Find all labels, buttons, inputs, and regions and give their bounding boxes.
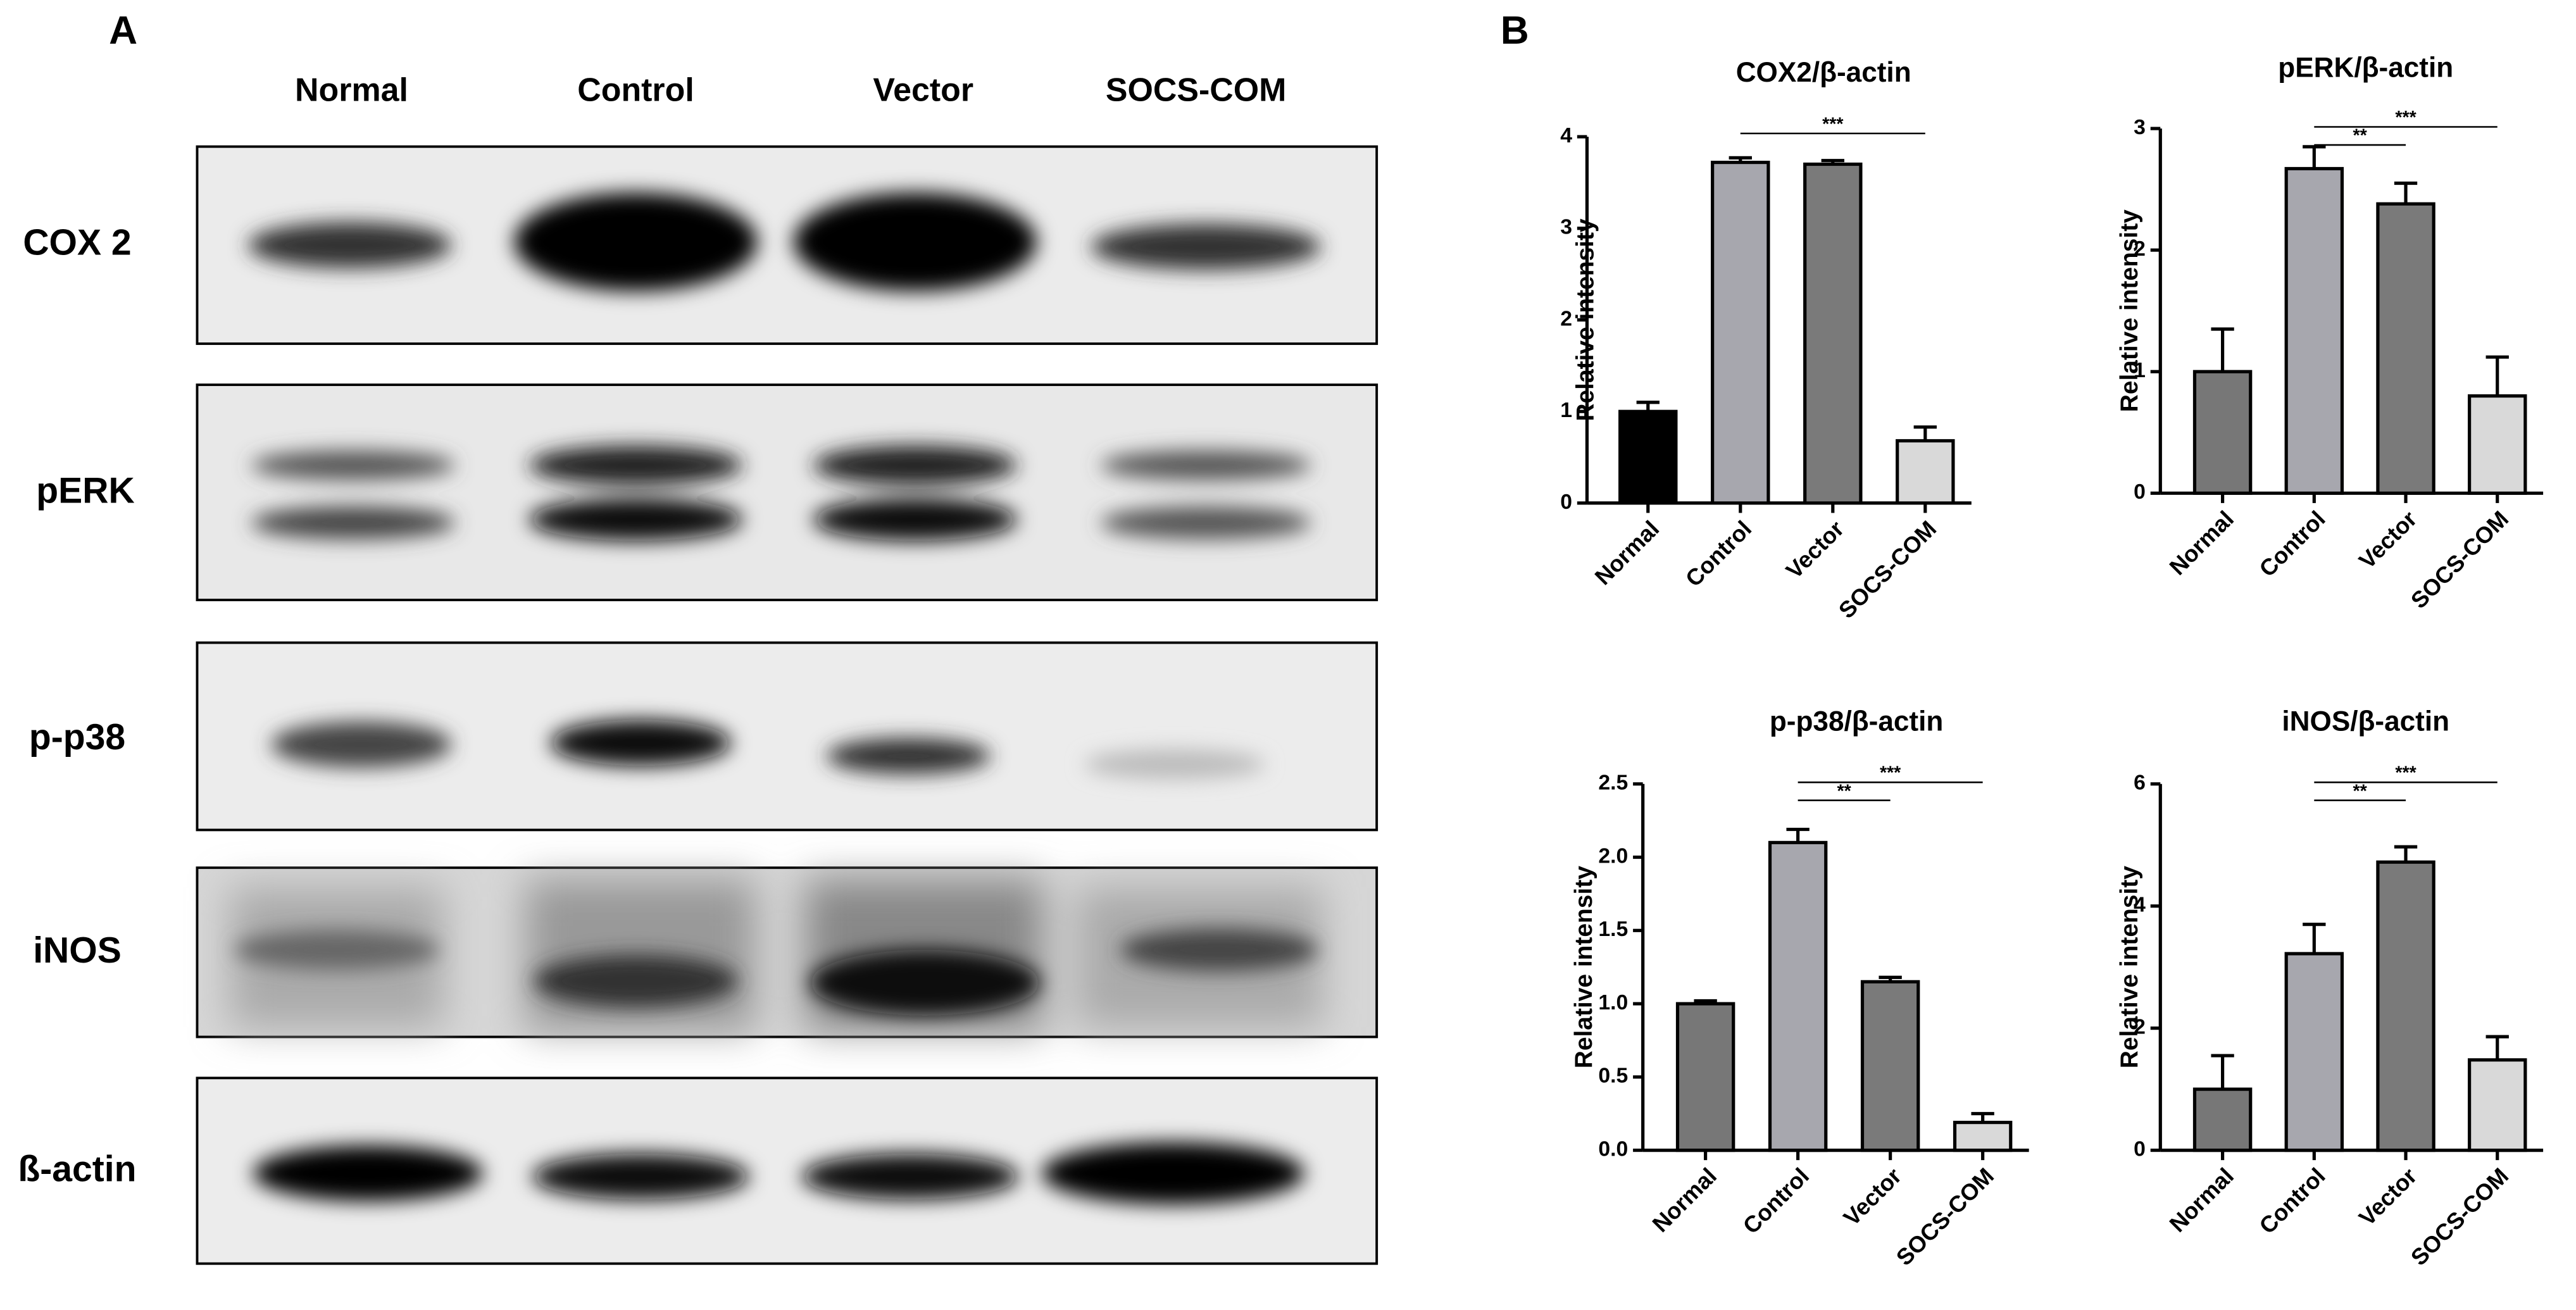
blot-label: COX 2 [23, 222, 131, 263]
bar [2192, 370, 2253, 495]
bar [1675, 1002, 1735, 1152]
y-tick-label: 3 [2134, 115, 2146, 139]
y-tick-label: 1 [1560, 398, 1572, 422]
bar [1953, 1121, 2013, 1152]
y-tick-label: 4 [2134, 893, 2146, 917]
y-tick-label: 1 [2134, 358, 2146, 382]
y-tick-label: 3 [1560, 215, 1572, 239]
chart-title: COX2/β-actin [1736, 57, 1911, 88]
lane-label: Control [577, 72, 694, 109]
bar [2376, 202, 2435, 495]
x-tick-label: Normal [1590, 516, 1665, 590]
x-tick-label: Vector [1781, 516, 1849, 584]
bar [2468, 1058, 2527, 1152]
bar [2284, 952, 2344, 1152]
blot-label: iNOS [33, 930, 122, 971]
y-axis-label: Relative intensity [2116, 866, 2143, 1068]
x-tick-label: Vector [2354, 506, 2422, 574]
significance-label: ** [2353, 781, 2368, 801]
blot-cox2 [196, 145, 1379, 346]
x-tick-label: SOCS-COM [1834, 516, 1941, 623]
y-tick-label: 0.5 [1598, 1064, 1628, 1088]
y-tick-label: 1.0 [1598, 990, 1628, 1014]
bar [1860, 980, 1920, 1152]
y-tick-label: 0 [2134, 480, 2146, 504]
bar [1768, 840, 1828, 1152]
bar [1711, 160, 1770, 505]
x-tick-label: Control [1680, 516, 1756, 592]
bar [1618, 409, 1678, 505]
x-tick-label: SOCS-COM [2406, 1163, 2513, 1270]
x-tick-label: Vector [2354, 1163, 2422, 1231]
x-tick-label: SOCS-COM [2406, 506, 2513, 613]
bar [2284, 166, 2344, 495]
y-tick-label: 0.0 [1598, 1137, 1628, 1161]
blot-perk [196, 384, 1379, 601]
bar [1896, 439, 1955, 505]
y-tick-label: 2 [2134, 237, 2146, 261]
panel-label: B [1501, 9, 1529, 53]
x-tick-label: Control [2254, 1163, 2330, 1238]
x-tick-label: SOCS-COM [1891, 1163, 1999, 1270]
chart-title: p-p38/β-actin [1770, 706, 1943, 737]
y-tick-label: 0 [2134, 1137, 2146, 1161]
lane-label: Normal [295, 72, 408, 109]
y-axis-label: Relative intensity [2116, 209, 2143, 412]
significance-label: ** [2353, 126, 2368, 146]
bar [2192, 1087, 2253, 1152]
significance-label: *** [2395, 108, 2417, 128]
chart-title: pERK/β-actin [2278, 52, 2453, 83]
panel-label: A [109, 9, 137, 53]
significance-label: *** [2395, 763, 2417, 783]
y-tick-label: 2.5 [1598, 771, 1628, 795]
y-tick-label: 2.0 [1598, 844, 1628, 868]
significance-label: ** [1837, 781, 1852, 801]
y-tick-label: 4 [1560, 123, 1572, 147]
blot-inos [196, 866, 1379, 1039]
bar [2468, 394, 2527, 495]
y-tick-label: 1.5 [1598, 917, 1628, 941]
y-tick-label: 6 [2134, 771, 2146, 795]
significance-label: *** [1880, 763, 1901, 783]
blot-actin [196, 1076, 1379, 1265]
x-tick-label: Control [1738, 1163, 1814, 1238]
y-tick-label: 0 [1560, 490, 1572, 514]
bar [2376, 860, 2435, 1152]
y-axis-label: Relative intensity [1570, 866, 1597, 1068]
x-tick-label: Vector [1839, 1163, 1907, 1231]
blot-label: pERK [36, 470, 134, 511]
x-tick-label: Control [2254, 506, 2330, 582]
x-tick-label: Normal [2165, 1163, 2239, 1237]
x-tick-label: Normal [2165, 506, 2239, 580]
blot-p-p38 [196, 641, 1379, 832]
blot-label: ß-actin [18, 1149, 136, 1189]
x-tick-label: Normal [1648, 1163, 1722, 1237]
y-tick-label: 2 [2134, 1015, 2146, 1039]
lane-label: Vector [873, 72, 973, 109]
blot-label: p-p38 [29, 717, 125, 758]
bar [1803, 162, 1863, 505]
significance-label: *** [1822, 114, 1844, 134]
lane-label: SOCS-COM [1106, 72, 1286, 109]
chart-title: iNOS/β-actin [2282, 706, 2449, 737]
y-tick-label: 2 [1560, 306, 1572, 330]
